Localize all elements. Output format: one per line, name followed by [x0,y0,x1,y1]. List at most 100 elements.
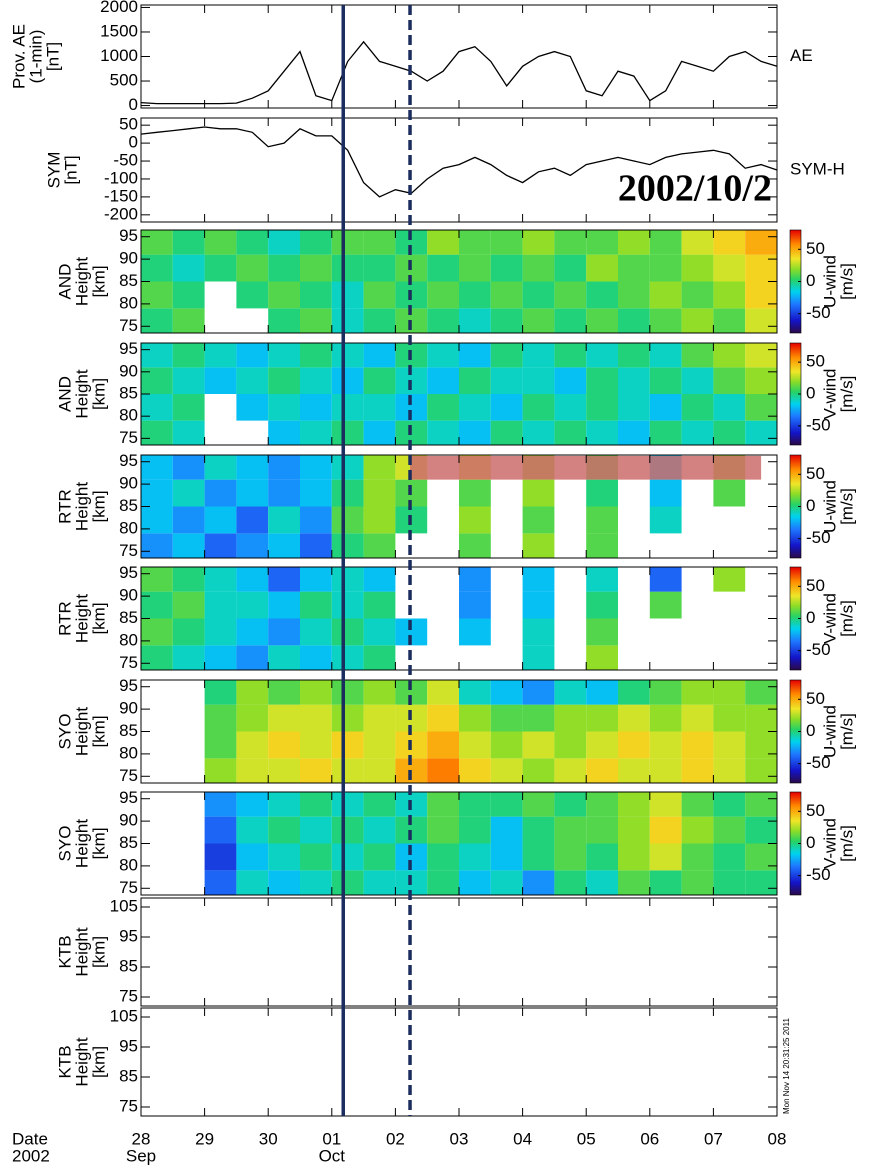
heat-cell [300,618,332,646]
heat-cell [522,591,555,619]
colorbar-label: V-wind [820,593,839,644]
heat-cell [459,704,491,732]
y-axis-label: Height [72,257,91,306]
heat-cell [713,792,746,817]
y-axis-label: Height [72,1037,91,1086]
heat-cell [204,731,237,759]
heat-cell [331,758,364,783]
heat-cell [618,843,650,871]
heat-cell [268,455,300,480]
heat-cell [649,870,682,895]
heat-cell [363,479,396,507]
heat-cell [649,254,682,282]
heat-cell [236,843,269,871]
x-tick-label: 28 [132,1129,151,1148]
heat-cell [522,731,555,759]
annotation: 2002/10/2 [618,168,772,210]
heat-cell [681,281,714,309]
heat-cell [268,567,300,592]
y-tick-label: 90 [119,699,138,718]
heat-cell [554,870,587,895]
heat-cell [713,394,746,421]
y-axis-label: [km] [89,715,108,747]
y-tick-label: -50 [113,151,138,170]
x-tick-label: 29 [195,1129,214,1148]
heat-cell [268,870,300,895]
heat-cell [586,343,618,368]
heat-cell [363,816,396,844]
heat-cell [427,870,459,895]
heat-cell [522,704,555,732]
heat-cell [300,645,332,670]
heat-cell [554,792,587,817]
heat-cell [204,758,237,783]
heat-cell [490,792,523,817]
heat-cell [204,816,237,844]
panel-frame [140,1007,778,1117]
heat-cell [490,281,523,309]
heat-cell [649,731,682,759]
heat-cell [490,816,523,844]
heat-cell [300,843,332,871]
heat-cell [554,367,587,394]
heat-cell [681,230,714,255]
heat-cell [204,533,237,558]
heat-cell [236,533,269,558]
heat-cell [522,645,555,670]
heat-cell [681,731,714,759]
heat-cell [236,680,269,705]
heat-cell [649,704,682,732]
heat-cell [713,704,746,732]
heat-cell [268,731,300,759]
heat-cell [459,506,491,534]
heat-cell [236,618,269,646]
y-axis-label: [km] [89,827,108,859]
heat-cell [618,394,650,421]
heat-cell [363,731,396,759]
heat-cell [586,704,618,732]
heat-cell [522,533,555,558]
colorbar-tick-label: -50 [806,865,831,884]
heat-cell [204,343,237,368]
y-tick-label: 75 [119,653,138,672]
heat-cell [363,230,396,255]
heat-cell [554,420,587,445]
y-axis-label: Height [72,927,91,976]
heat-cell [331,618,364,646]
heat-cell [236,731,269,759]
heat-cell [363,680,396,705]
heat-cell [713,758,746,783]
heat-cell [522,394,555,421]
heat-cell [331,645,364,670]
heat-cell [459,230,491,255]
heat-cell [586,645,618,670]
heat-cell [141,420,173,445]
heat-cell [363,455,396,480]
y-tick-label: 75 [119,878,138,897]
y-axis-label: KTB [55,1045,74,1078]
heat-cell [331,680,364,705]
x-axis-label: Date [12,1129,48,1148]
heat-cell [554,281,587,309]
y-tick-label: 85 [119,721,138,740]
heat-cell [681,394,714,421]
y-axis-label: Height [72,819,91,868]
heat-cell [331,281,364,309]
heat-cell [363,367,396,394]
heat-cell [331,420,364,445]
heat-cell [172,420,205,445]
heat-cell [268,843,300,871]
heat-cell [618,680,650,705]
colorbar-tick-label: -50 [806,640,831,659]
x-tick-label: 30 [259,1129,278,1148]
heat-cell [363,254,396,282]
colorbar-label: U-wind [820,255,839,308]
colorbar-label: [m/s] [837,825,856,862]
heat-cell [586,870,618,895]
heat-cell [204,591,237,619]
heat-cell [618,758,650,783]
heat-cell [268,254,300,282]
y-tick-label: 1000 [100,46,138,65]
heat-cell [681,308,714,333]
heat-cell [300,816,332,844]
